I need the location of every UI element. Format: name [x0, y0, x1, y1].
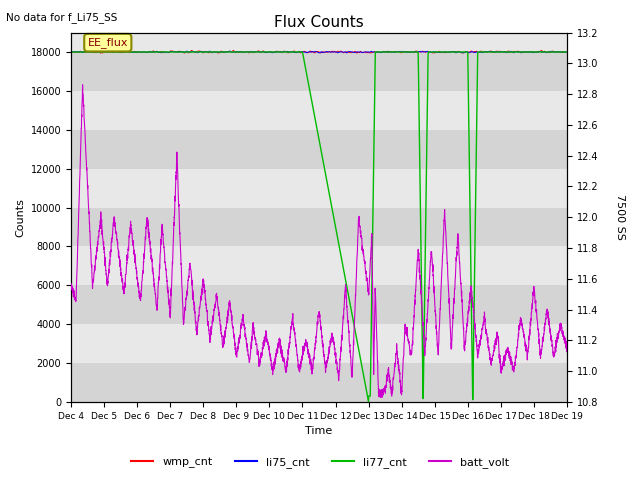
- Bar: [71, 324, 567, 363]
- Bar: [71, 246, 567, 285]
- Bar: [71, 130, 567, 168]
- Y-axis label: 7500 SS: 7500 SS: [615, 194, 625, 240]
- Bar: [71, 13, 567, 52]
- Y-axis label: Counts: Counts: [15, 198, 25, 237]
- Bar: [71, 168, 567, 207]
- Text: EE_flux: EE_flux: [88, 37, 128, 48]
- Legend: wmp_cnt, li75_cnt, li77_cnt, batt_volt: wmp_cnt, li75_cnt, li77_cnt, batt_volt: [127, 452, 513, 472]
- Bar: [71, 285, 567, 324]
- Bar: [71, 363, 567, 402]
- Text: No data for f_Li75_SS: No data for f_Li75_SS: [6, 12, 118, 23]
- Bar: [71, 52, 567, 91]
- X-axis label: Time: Time: [305, 426, 333, 436]
- Title: Flux Counts: Flux Counts: [274, 15, 364, 30]
- Bar: [71, 91, 567, 130]
- Bar: [71, 207, 567, 246]
